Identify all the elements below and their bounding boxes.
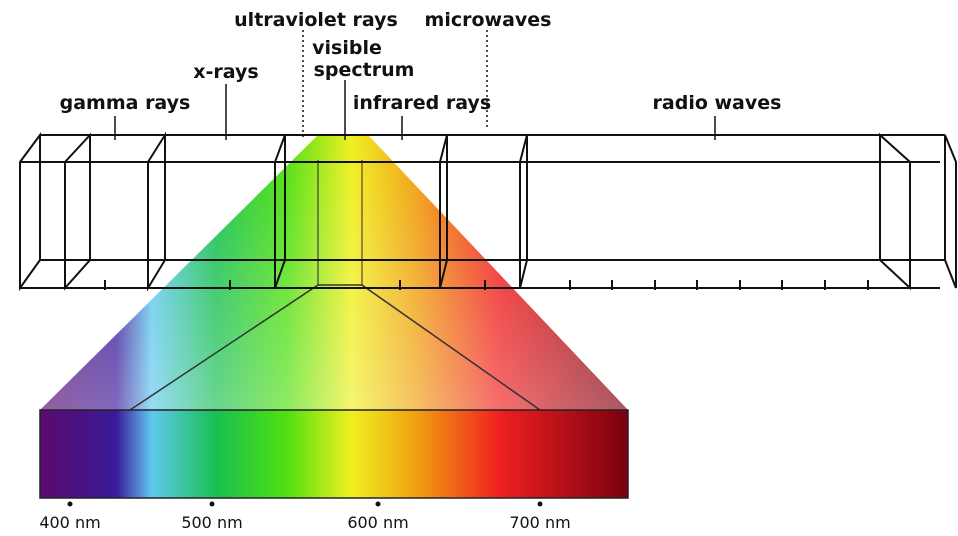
wavelength-label: 400 nm [39, 513, 100, 532]
band-label: radio waves [653, 92, 782, 114]
band-label: visible [312, 37, 382, 59]
pointers [115, 30, 715, 140]
wavelength-label: 500 nm [181, 513, 242, 532]
band-label: ultraviolet rays [234, 9, 398, 31]
band-label: spectrum [314, 59, 415, 81]
cone-shade [40, 135, 628, 410]
visible-spectrum-bar [40, 410, 628, 498]
scale-dots [68, 502, 543, 507]
spectrum-diagram: ultraviolet rays microwaves visible spec… [0, 0, 958, 536]
band-label: gamma rays [60, 92, 191, 114]
band-label: x-rays [193, 61, 258, 83]
wavelength-label: 700 nm [509, 513, 570, 532]
band-label: infrared rays [353, 92, 491, 114]
band-label: microwaves [425, 9, 552, 31]
wavelength-label: 600 nm [347, 513, 408, 532]
